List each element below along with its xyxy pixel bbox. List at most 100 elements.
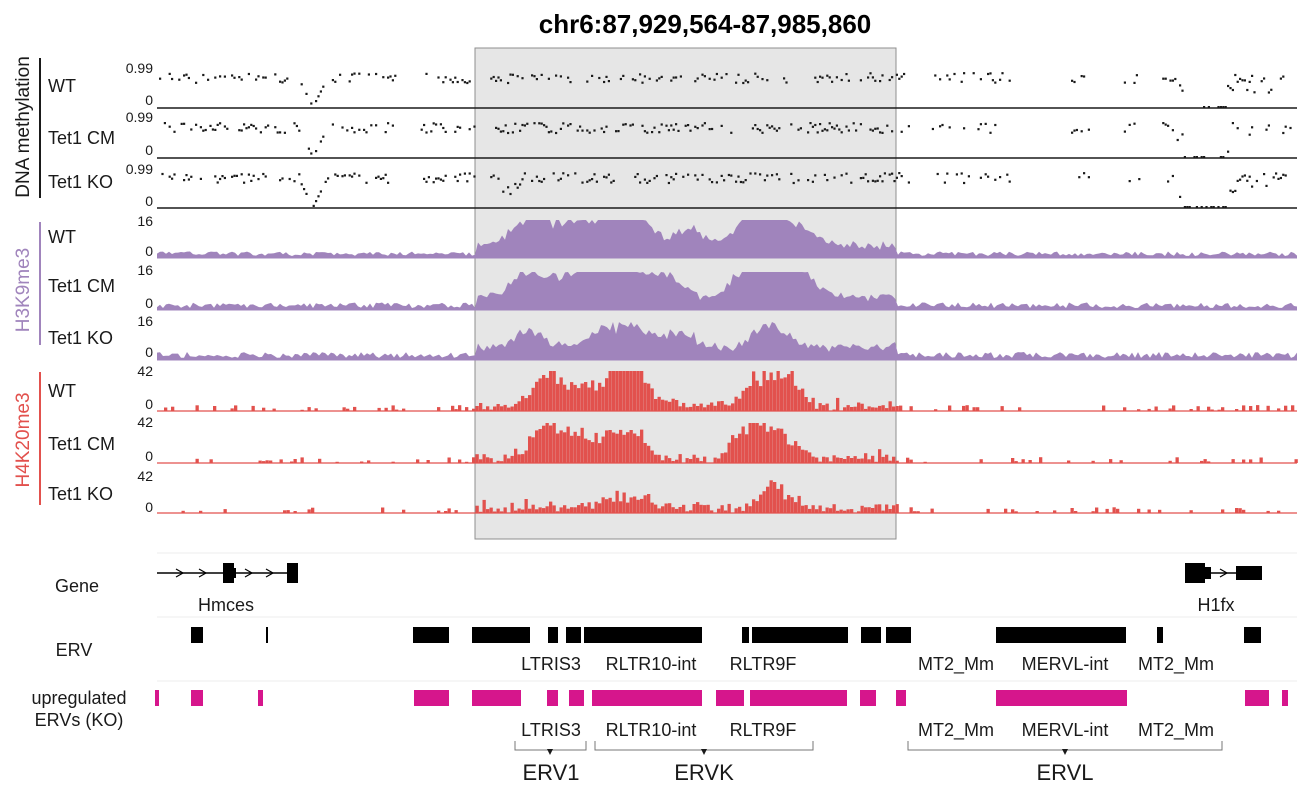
- h4k20me3-bar: [913, 511, 917, 513]
- methylation-dot: [641, 124, 644, 127]
- h4k20me3-bar: [1123, 407, 1127, 411]
- h4k20me3-bar: [447, 508, 451, 513]
- methylation-dot: [550, 130, 553, 133]
- erv-element: [886, 627, 911, 643]
- h4k20me3-bar: [783, 499, 787, 513]
- h4k20me3-bar: [566, 389, 570, 411]
- h4k20me3-bar: [489, 409, 493, 411]
- methylation-dot: [876, 127, 879, 130]
- h4k20me3-bar: [790, 371, 794, 411]
- methylation-dot: [1167, 180, 1170, 183]
- methylation-dot: [651, 131, 654, 134]
- methylation-dot: [526, 122, 529, 125]
- h4k20me3-bar: [615, 371, 619, 411]
- methylation-dot: [797, 128, 800, 131]
- methylation-dot: [466, 180, 469, 183]
- h4k20me3-bar: [1119, 460, 1123, 463]
- methylation-dot: [754, 72, 757, 75]
- h4k20me3-bar: [195, 458, 199, 463]
- h4k20me3-bar: [1242, 405, 1246, 411]
- methylation-dot: [315, 150, 318, 153]
- group-label-h4k20me3: H4K20me3: [13, 392, 34, 487]
- methylation-dot: [567, 76, 570, 79]
- h4k20me3-bar: [1291, 405, 1295, 411]
- methylation-dot: [473, 125, 476, 128]
- methylation-dot: [490, 176, 493, 179]
- methylation-dot: [1123, 81, 1126, 84]
- h4k20me3-bar: [661, 399, 665, 411]
- methylation-dot: [1224, 206, 1227, 209]
- h4k20me3-bar: [790, 445, 794, 463]
- h4k20me3-bar: [622, 434, 626, 463]
- methylation-dot: [562, 172, 565, 175]
- methylation-dot: [226, 127, 229, 130]
- h4k20me3-bar: [601, 386, 605, 411]
- h4k20me3-bar: [556, 383, 560, 411]
- h4k20me3-bar: [209, 459, 213, 463]
- h4k20me3-bar: [594, 390, 598, 411]
- strand-arrow: [175, 568, 185, 578]
- methylation-dot: [1265, 184, 1268, 187]
- methylation-dot: [591, 74, 594, 77]
- h4k20me3-bar: [1011, 509, 1015, 513]
- h4k20me3-bar: [535, 430, 539, 463]
- methylation-dot: [730, 174, 733, 177]
- methylation-dot: [607, 80, 610, 83]
- methylation-dot: [499, 79, 502, 82]
- methylation-dot: [334, 80, 337, 83]
- h4k20me3-bar: [528, 508, 532, 513]
- h4k20me3-bar: [195, 405, 199, 411]
- h4k20me3-bar: [769, 372, 773, 411]
- methylation-dot: [1138, 178, 1141, 181]
- h4k20me3-bar: [979, 459, 983, 463]
- h4k20me3-bar: [538, 429, 542, 463]
- h4k20me3-bar: [657, 396, 661, 411]
- h4k20me3-bar: [741, 426, 745, 463]
- up-label-mt2-mm: MT2_Mm: [1138, 720, 1214, 741]
- h4k20me3-bar: [1294, 459, 1298, 463]
- methylation-dot: [684, 124, 687, 127]
- gene-h1fx-exon: [1236, 566, 1262, 580]
- h4k20me3-bar: [465, 461, 469, 463]
- methylation-dot: [432, 181, 435, 184]
- h4k20me3-bar: [647, 445, 651, 463]
- methylation-dot: [1219, 106, 1222, 109]
- methylation-dot: [238, 76, 241, 79]
- methylation-dot: [216, 181, 219, 184]
- track-label-h3k9me3-ko: Tet1 KO: [48, 328, 113, 348]
- h4k20me3-bar: [1277, 408, 1281, 411]
- strand-arrow: [265, 568, 275, 578]
- upregulated-erv-element: [996, 690, 1127, 706]
- methylation-dot: [1248, 80, 1251, 83]
- methylation-dot: [1279, 176, 1282, 180]
- h4k20me3-bar: [787, 374, 791, 411]
- h4k20me3-bar: [563, 505, 567, 513]
- methylation-dot: [672, 76, 675, 79]
- h4k20me3-bar: [262, 461, 266, 463]
- h4k20me3-bar: [514, 510, 518, 513]
- methylation-dot: [394, 74, 397, 77]
- h4k20me3-bar: [640, 498, 644, 513]
- h4k20me3-bar: [717, 401, 721, 411]
- h4k20me3-bar: [626, 371, 630, 411]
- methylation-dot: [365, 131, 368, 134]
- h4k20me3-bar: [871, 455, 875, 463]
- h4k20me3-bar: [804, 450, 808, 463]
- methylation-dot: [437, 177, 440, 180]
- methylation-dot: [559, 177, 562, 180]
- methylation-dot: [845, 172, 848, 175]
- h4k20me3-bar: [804, 505, 808, 513]
- h4k20me3-signal: [157, 371, 1298, 514]
- h4k20me3-bar: [647, 383, 651, 411]
- h4k20me3-bar: [507, 458, 511, 463]
- h4k20me3-bar: [678, 406, 682, 411]
- h4k20me3-bar: [759, 386, 763, 411]
- methylation-dot: [999, 78, 1002, 81]
- methylation-dot: [639, 73, 642, 76]
- methylation-dot: [331, 123, 334, 126]
- h4k20me3-bar: [164, 407, 168, 411]
- methylation-dot: [797, 179, 800, 182]
- methylation-dot: [497, 177, 500, 180]
- methylation-dot: [790, 172, 793, 175]
- methylation-dot: [423, 177, 426, 180]
